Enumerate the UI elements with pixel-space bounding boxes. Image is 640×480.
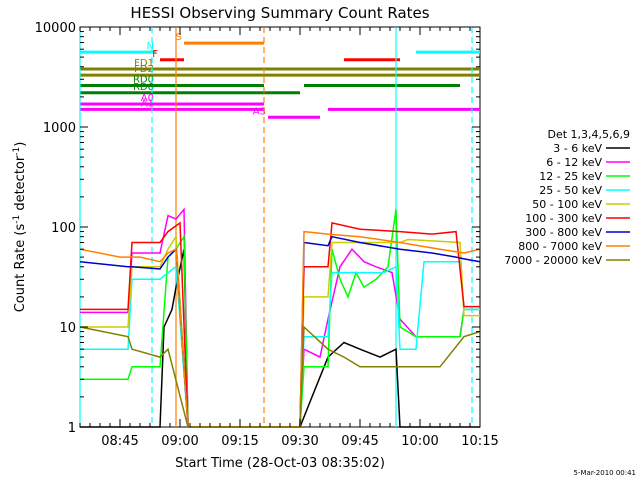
y-tick-label: 10000 <box>35 21 76 36</box>
series-lines <box>79 207 481 428</box>
footer-date: 5-Mar-2010 00:41 <box>574 469 636 477</box>
y-tick-label: 1000 <box>43 121 76 136</box>
legend-label: 3 - 6 keV <box>553 142 602 155</box>
legend-label: 800 - 7000 keV <box>518 240 602 253</box>
flag-label: RD6 <box>133 82 154 93</box>
legend-label: 300 - 800 keV <box>525 226 602 239</box>
x-tick-label: 08:45 <box>101 434 138 449</box>
x-tick-label: 09:15 <box>221 434 258 449</box>
flag-label: A3 <box>253 106 266 117</box>
legend-title: Det 1,3,4,5,6,9 <box>547 128 630 141</box>
series-line <box>79 325 481 428</box>
flag-label: F <box>152 49 158 60</box>
flag-label: RD0 <box>133 75 154 86</box>
y-axis-ticks: 1 10 100 1000 10000 <box>35 21 480 436</box>
x-tick-label: 10:15 <box>461 434 498 449</box>
flag-label: FD1 <box>134 58 154 69</box>
x-tick-label: 09:00 <box>161 434 198 449</box>
legend-label: 50 - 100 keV <box>532 198 602 211</box>
y-axis-label: Count Rate (s-1 detector-1) <box>12 142 28 313</box>
series-line <box>80 260 480 428</box>
y-tick-label: 1 <box>68 421 76 436</box>
x-axis-ticks: 08:45 09:00 09:15 09:30 09:45 10:00 10:15 <box>79 27 499 449</box>
x-tick-label: 09:30 <box>281 434 318 449</box>
series-line <box>79 230 481 428</box>
series-line <box>80 234 480 428</box>
series-line <box>80 209 480 428</box>
legend-label: 100 - 300 keV <box>525 212 602 225</box>
flag-label: FD2 <box>134 64 154 75</box>
x-tick-label: 09:45 <box>341 434 378 449</box>
y-tick-label: 100 <box>51 221 76 236</box>
series-line <box>79 235 481 428</box>
chart-title: HESSI Observing Summary Count Rates <box>130 4 429 22</box>
legend-label: 25 - 50 keV <box>539 184 602 197</box>
legend-label: 6 - 12 keV <box>546 156 602 169</box>
flag-label: S <box>176 32 182 43</box>
flag-label: N <box>147 41 154 52</box>
series-line <box>80 249 480 428</box>
series-line <box>80 207 480 428</box>
legend-label: 12 - 25 keV <box>539 170 602 183</box>
x-axis-label: Start Time (28-Oct-03 08:35:02) <box>175 456 385 471</box>
x-tick-label: 10:00 <box>401 434 438 449</box>
flag-label: A0 <box>141 93 154 104</box>
y-tick-label: 10 <box>59 321 76 336</box>
legend-label: 7000 - 20000 keV <box>504 254 602 267</box>
flag-label: A1 <box>141 98 154 109</box>
